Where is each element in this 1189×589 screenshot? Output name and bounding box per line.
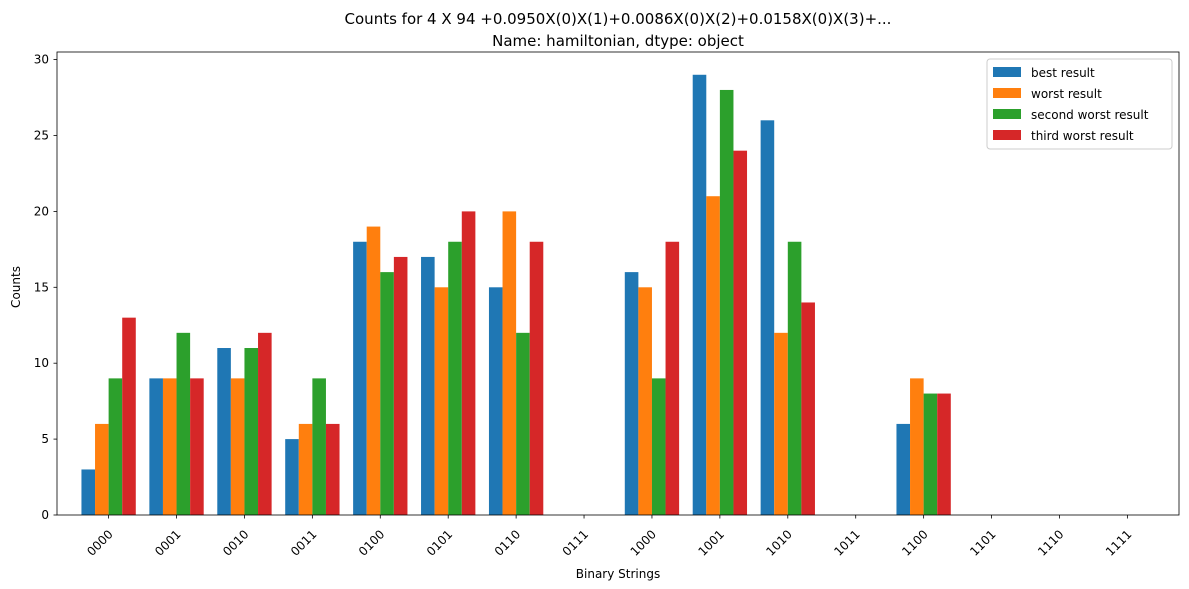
bar-0101-second-worst-result [448, 241, 462, 516]
y-tick-label: 0 [41, 508, 49, 522]
legend-label: third worst result [1031, 129, 1134, 143]
chart-title: Counts for 4 X 94 +0.0950X(0)X(1)+0.0086… [345, 10, 892, 28]
bar-1001-third-worst-result [733, 150, 748, 516]
x-tick-label: 0101 [424, 527, 455, 558]
y-tick-label: 25 [34, 128, 49, 142]
bar-0011-best-result [285, 439, 299, 515]
bar-0110-third-worst-result [529, 241, 544, 516]
x-tick-label: 1011 [831, 527, 862, 558]
legend-label: worst result [1031, 87, 1102, 101]
bar-0011-second-worst-result [312, 378, 326, 515]
legend-label: best result [1031, 66, 1095, 80]
x-tick-label: 0110 [492, 527, 523, 558]
x-tick-label: 1100 [899, 527, 930, 558]
bar-0000-third-worst-result [122, 317, 136, 515]
legend-swatch [993, 67, 1021, 77]
bars-layer [81, 74, 951, 516]
bar-1001-worst-result [706, 196, 720, 515]
bar-0001-third-worst-result [190, 378, 204, 515]
legend: best result worst result second worst resu… [986, 58, 1173, 150]
bar-0100-best-result [353, 241, 367, 516]
plot-frame [56, 51, 1180, 516]
bar-1010-best-result [760, 120, 775, 516]
bar-0110-second-worst-result [516, 332, 530, 515]
bar-0110-best-result [488, 287, 503, 515]
x-tick-label: 0001 [152, 527, 183, 558]
bar-0100-worst-result [366, 226, 381, 515]
legend-swatch [993, 88, 1021, 98]
bar-0101-best-result [421, 256, 435, 515]
bar-0100-third-worst-result [393, 256, 408, 515]
x-tick-label: 0100 [356, 527, 387, 558]
y-axis-title: Counts [9, 266, 23, 308]
bar-0010-best-result [217, 348, 231, 515]
x-tick-label: 1000 [628, 527, 659, 558]
bar-0011-worst-result [298, 423, 313, 515]
x-tick-label: 1101 [967, 527, 998, 558]
bar-1000-second-worst-result [651, 378, 666, 515]
x-tick-label: 1010 [763, 527, 794, 558]
bar-1000-third-worst-result [665, 241, 680, 516]
x-tick-label: 0111 [560, 527, 591, 558]
legend-swatch [993, 109, 1021, 119]
bar-0000-worst-result [95, 423, 109, 515]
bar-0010-second-worst-result [244, 348, 259, 515]
x-tick-label: 1110 [1035, 527, 1066, 558]
bar-0110-worst-result [502, 211, 517, 516]
y-tick-label: 20 [34, 204, 49, 218]
bar-1100-worst-result [910, 378, 924, 515]
legend-frame [986, 58, 1173, 150]
bar-0001-second-worst-result [176, 332, 191, 515]
chart-subtitle: Name: hamiltonian, dtype: object [492, 32, 744, 50]
bar-0000-best-result [81, 469, 96, 515]
bar-0101-worst-result [434, 287, 449, 515]
bar-0100-second-worst-result [380, 272, 394, 515]
bar-1000-best-result [624, 272, 639, 515]
bar-0000-second-worst-result [108, 378, 123, 515]
bar-1100-best-result [896, 423, 911, 515]
bar-1010-worst-result [774, 332, 788, 515]
legend-label: second worst result [1031, 108, 1149, 122]
bar-0101-third-worst-result [461, 211, 476, 516]
x-axis-title: Binary Strings [576, 567, 660, 581]
bar-0011-third-worst-result [325, 423, 340, 515]
y-tick-label: 15 [34, 280, 49, 294]
bar-1000-worst-result [638, 287, 652, 515]
x-tick-label: 0010 [220, 527, 251, 558]
x-tick-label: 0011 [288, 527, 319, 558]
x-tick-label: 0000 [84, 527, 115, 558]
bar-0001-worst-result [162, 378, 177, 515]
bar-1010-second-worst-result [787, 241, 802, 516]
bar-1010-third-worst-result [801, 302, 815, 515]
bar-0001-best-result [149, 378, 163, 515]
bar-1100-third-worst-result [937, 393, 951, 515]
y-tick-label: 5 [41, 432, 49, 446]
bar-1001-best-result [692, 74, 707, 515]
y-tick-label: 30 [34, 53, 49, 67]
x-tick-label: 1111 [1103, 527, 1134, 558]
x-tick-label: 1001 [695, 527, 726, 558]
bar-0010-third-worst-result [258, 332, 272, 515]
y-tick-label: 10 [34, 356, 49, 370]
bar-1001-second-worst-result [719, 89, 734, 516]
bar-1100-second-worst-result [923, 393, 938, 515]
legend-swatch [993, 130, 1021, 140]
bar-0010-worst-result [230, 378, 245, 515]
